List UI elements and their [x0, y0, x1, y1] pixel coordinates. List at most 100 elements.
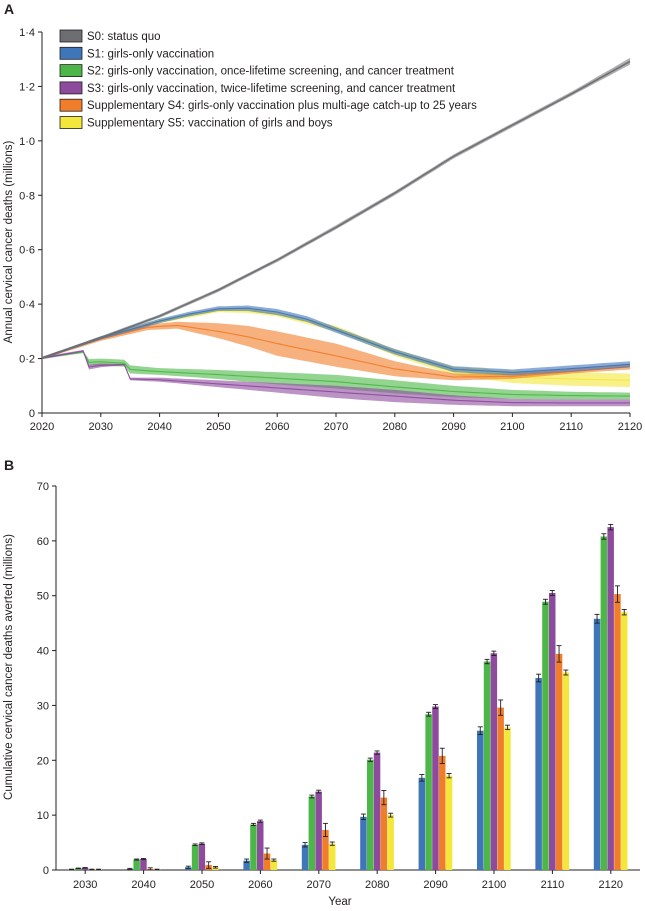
panel-a-x-tick-label: 2120	[618, 421, 642, 433]
band-s4	[42, 321, 630, 381]
error-bar-s5-2110	[563, 669, 569, 676]
error-bar-s1-2100	[477, 726, 483, 735]
error-bar-s4-2070	[322, 822, 328, 837]
bar-s1-2080	[360, 816, 367, 870]
bar-s4-2100	[497, 707, 504, 870]
bar-s1-2100	[477, 730, 484, 870]
panel-a-x-tick-label: 2100	[500, 421, 524, 433]
panel-a-y-tick-label: 1·2	[19, 81, 35, 93]
panel-b-y-axis-label: Cumulative cervical cancer deaths averte…	[3, 534, 15, 800]
panel-a-y-tick-label: 0·8	[19, 190, 35, 202]
panel-b-y-tick-label: 20	[37, 755, 49, 767]
bar-s2-2080	[367, 759, 374, 870]
panel-a-axes: 0 0·2 0·4 0·6 0·8 1·0 1·2 1·4 2020 2030 2040 2050 20…	[19, 27, 642, 433]
legend-swatch-s0	[59, 29, 83, 43]
error-bar-s1-2040	[127, 867, 133, 870]
error-bar-s3-2110	[549, 590, 555, 596]
error-bar-s5-2090	[446, 773, 452, 779]
panel-b-x-tick-label: 2120	[599, 879, 623, 891]
panel-a-y-tick-label: 0·2	[19, 354, 35, 366]
bar-s3-2110	[549, 593, 556, 870]
panel-b-x-tick-label: 2110	[541, 879, 565, 891]
panel-a-x-tick-label: 2080	[383, 421, 407, 433]
error-bar-s5-2120	[621, 608, 627, 616]
bar-s1-2120	[593, 618, 601, 870]
legend-swatch-s1	[59, 46, 83, 60]
bar-s3-2070	[315, 791, 322, 870]
error-bar-s5-2050	[212, 865, 218, 869]
error-bar-s4-2120	[614, 585, 620, 603]
error-bar-s1-2070	[302, 842, 308, 848]
panel-a-letter: A	[4, 1, 14, 17]
error-bar-s3-2040	[140, 858, 146, 861]
bar-s5-2090	[445, 775, 453, 870]
panel-a-legend: S0: status quo S1: girls-only vaccination…	[59, 29, 477, 130]
panel-a-x-tick-label: 2050	[206, 421, 230, 433]
error-bar-s2-2040	[134, 858, 140, 861]
error-bar-s3-2080	[374, 750, 380, 755]
panel-b-x-tick-label: 2050	[190, 879, 214, 891]
error-bar-s4-2100	[498, 699, 504, 716]
legend-label-s5: Supplementary S5: vaccination of girls a…	[87, 118, 333, 130]
bar-s3-2060	[257, 821, 264, 870]
bar-s3-2120	[607, 527, 614, 870]
error-bar-s1-2090	[419, 774, 425, 782]
error-bar-s5-2100	[504, 724, 510, 731]
error-bar-s2-2090	[426, 711, 432, 717]
legend-label-s3: S3: girls-only vaccination, twice-lifeti…	[87, 83, 456, 95]
error-bar-s4-2080	[381, 790, 387, 806]
error-bar-s5-2080	[388, 812, 394, 818]
error-bar-s4-2050	[206, 861, 212, 869]
error-bar-s3-2060	[257, 819, 263, 823]
legend-swatch-s4	[59, 98, 83, 112]
band-s2	[42, 351, 630, 400]
bar-s1-2110	[535, 678, 542, 870]
panel-b-y-tick-label: 0	[43, 865, 49, 877]
error-bar-s3-2100	[491, 650, 497, 656]
panel-b-letter: B	[4, 457, 14, 473]
legend-swatch-s3	[59, 81, 83, 95]
bar-s2-2030	[75, 868, 82, 870]
bar-s4-2080	[380, 797, 388, 870]
panel-b-y-tick-label: 60	[37, 536, 49, 548]
bar-s3-2050	[198, 843, 206, 870]
error-bar-s5-2060	[271, 858, 277, 862]
bar-s4-2060	[263, 853, 271, 870]
panel-b-x-tick-label: 2030	[73, 879, 97, 891]
legend-label-s4: Supplementary S4: girls-only vaccination…	[87, 100, 477, 112]
error-bar-s3-2120	[608, 523, 614, 531]
error-bar-s1-2120	[594, 613, 600, 624]
error-bar-s3-2090	[432, 704, 438, 709]
bar-s2-2040	[133, 859, 140, 870]
line-s0	[41, 60, 631, 359]
bar-s5-2050	[212, 867, 219, 870]
bar-s4-2090	[439, 755, 446, 870]
bar-s5-2070	[329, 843, 336, 870]
error-bar-s3-2070	[316, 789, 322, 794]
error-bar-s1-2080	[360, 813, 366, 820]
panel-a-x-tick-label: 2060	[265, 421, 289, 433]
bar-s4-2110	[555, 653, 563, 870]
bar-s2-2050	[191, 844, 199, 870]
legend-label-s2: S2: girls-only vaccination, once-lifetim…	[87, 66, 455, 78]
error-bar-s1-2030	[68, 868, 74, 871]
legend-swatch-s2	[59, 64, 83, 77]
legend-label-s0: S0: status quo	[87, 31, 161, 43]
error-bar-s4-2060	[264, 847, 270, 860]
bar-s2-2100	[483, 661, 491, 870]
bar-s1-2070	[301, 844, 309, 870]
panel-a-x-tick-label: 2030	[89, 421, 113, 433]
error-bar-s2-2100	[484, 658, 490, 665]
error-bar-s2-2080	[367, 757, 373, 762]
panel-a-x-tick-label: 2040	[147, 421, 171, 433]
bar-s2-2090	[425, 714, 432, 870]
error-bar-s3-2030	[82, 867, 88, 869]
error-bar-s2-2110	[542, 598, 548, 605]
panel-a-y-tick-label: 0·4	[19, 299, 35, 311]
panel-b-x-tick-label: 2080	[365, 879, 389, 891]
bar-s5-2110	[562, 672, 570, 870]
panel-b-y-tick-label: 70	[37, 481, 49, 493]
panel-b-y-tick-label: 50	[37, 591, 49, 603]
